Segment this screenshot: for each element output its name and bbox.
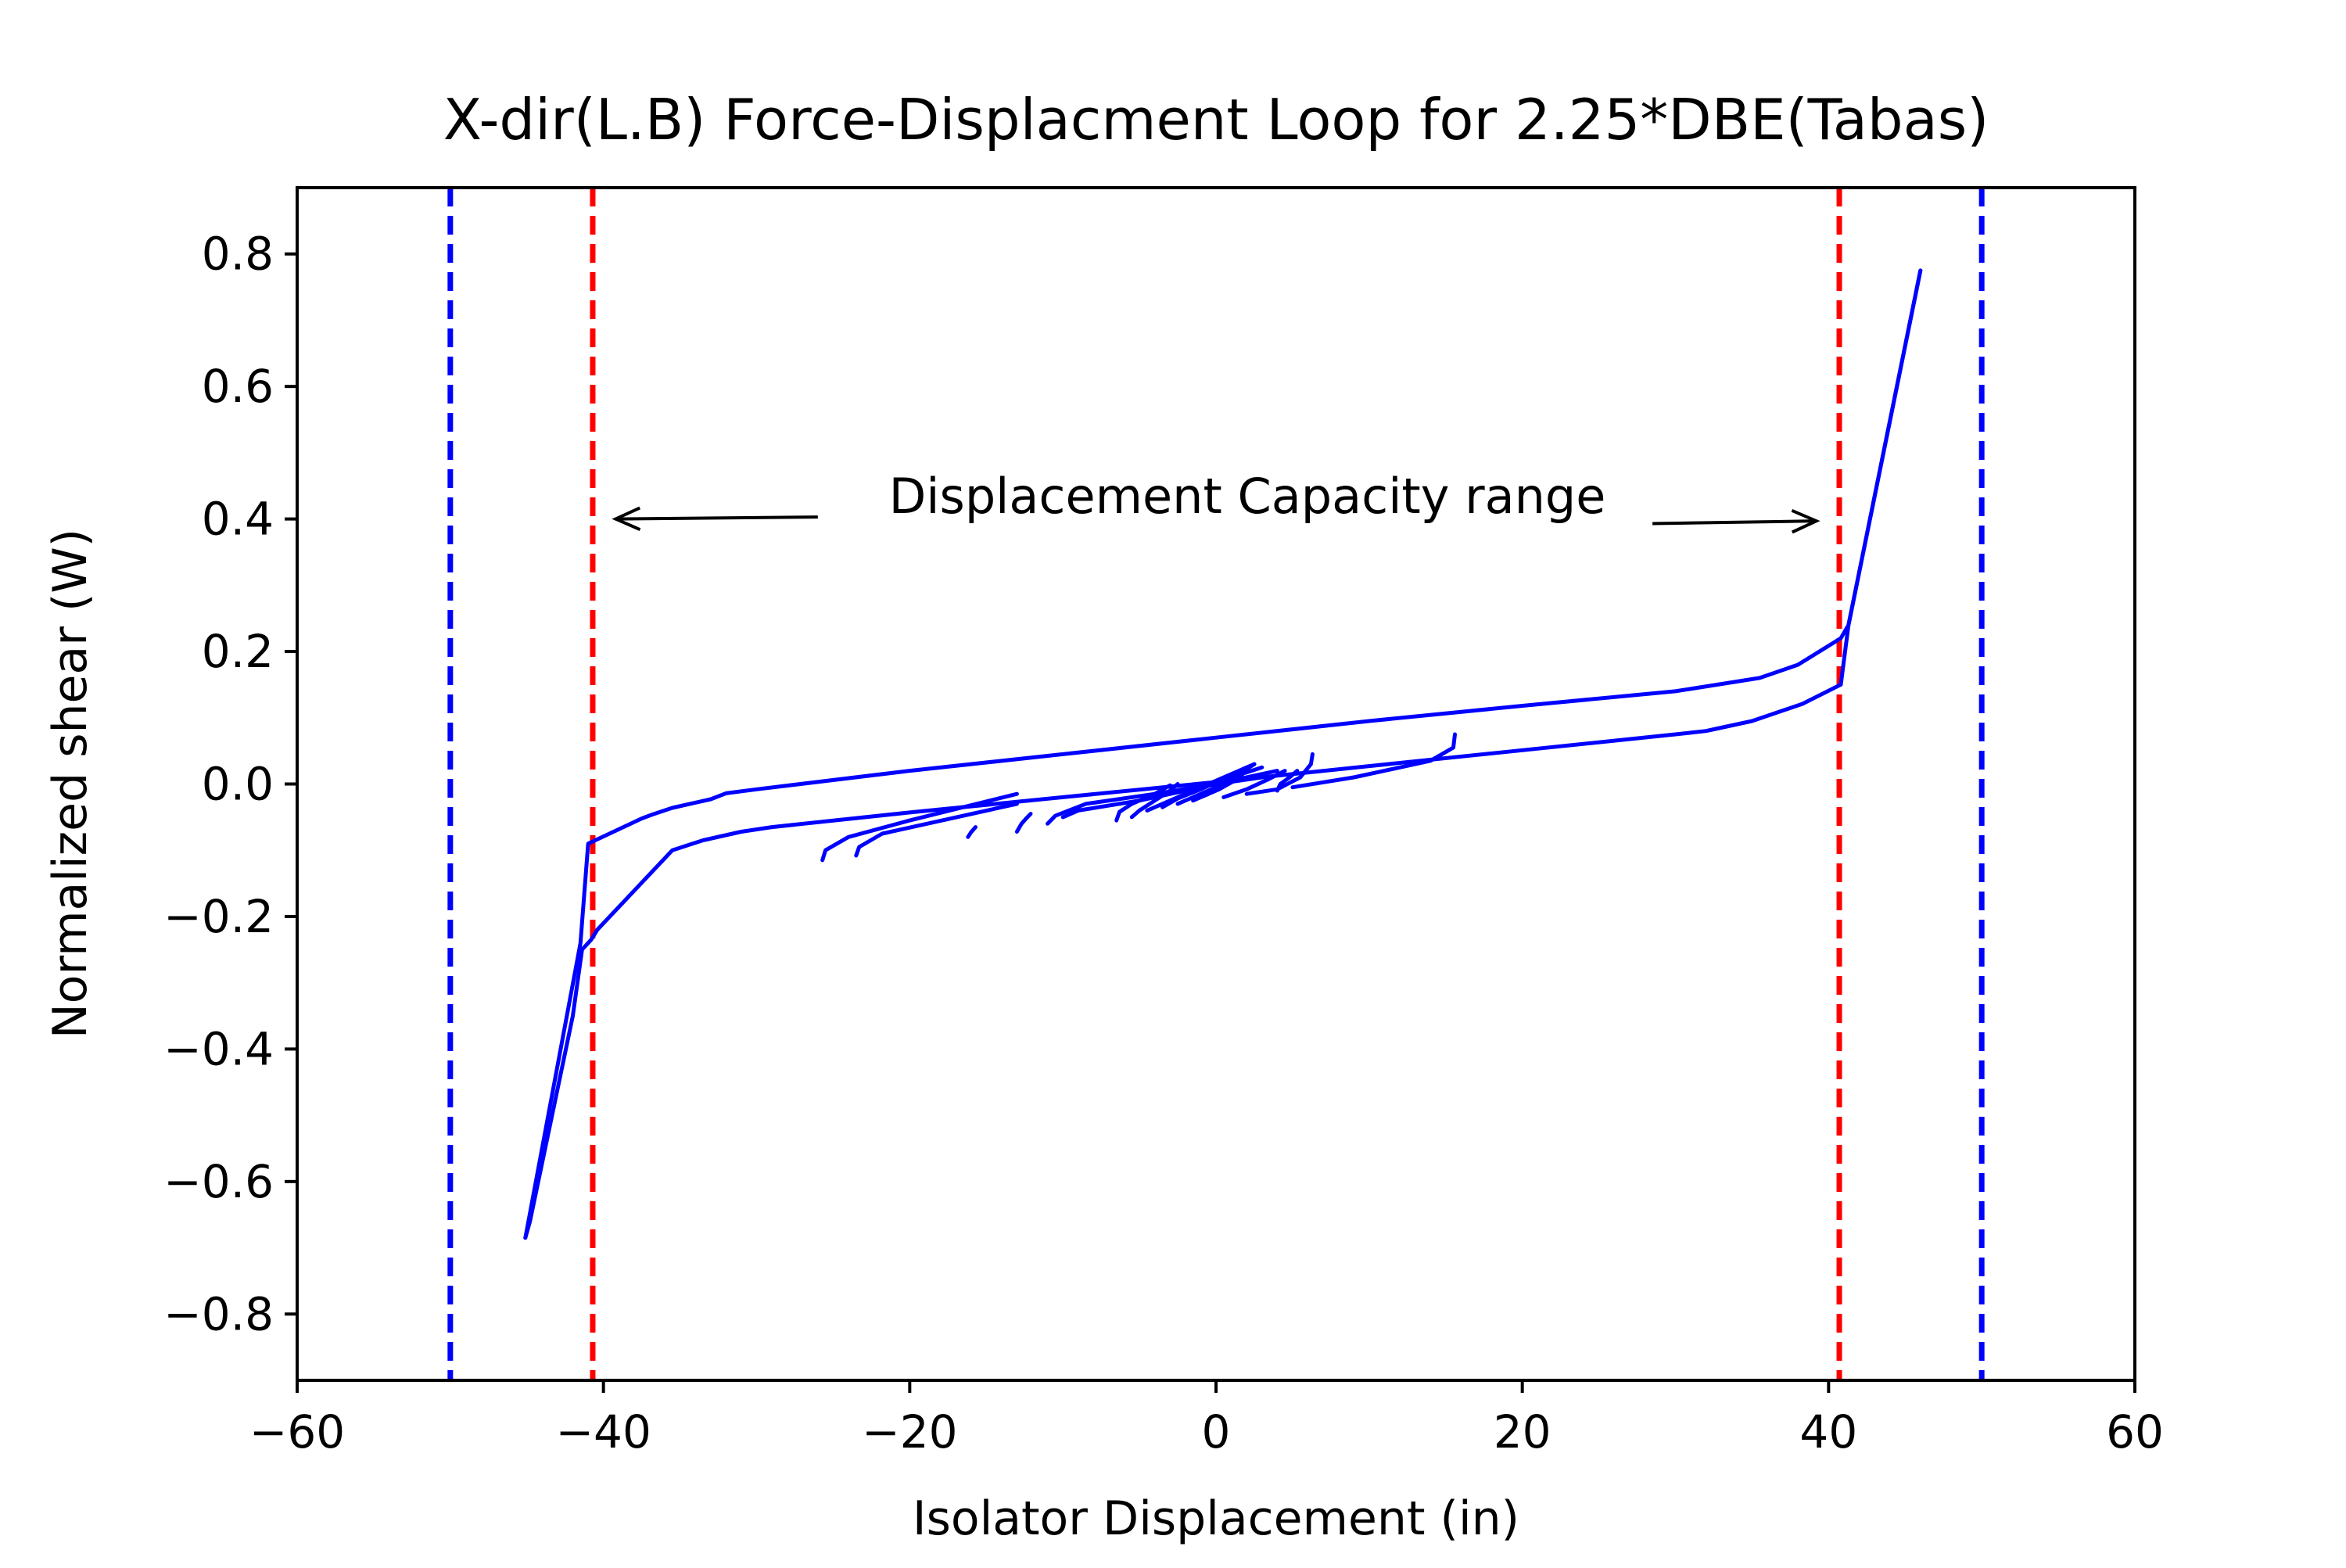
y-tick-label: −0.4 xyxy=(163,1022,274,1075)
loop-path-9 xyxy=(1129,782,1180,820)
loop-path-5 xyxy=(1014,812,1033,834)
annotation-text: Displacement Capacity range xyxy=(889,468,1606,525)
loop-path-18 xyxy=(1290,732,1457,790)
y-axis-label: Normalized shear (W) xyxy=(43,529,98,1039)
loop-path-8 xyxy=(1114,783,1172,823)
annotation-layer: Displacement Capacity range xyxy=(612,468,1820,534)
annotation-arrow-right-head xyxy=(1791,508,1820,534)
x-tick-label: 60 xyxy=(2106,1405,2164,1459)
annotation-arrow-left-shaft xyxy=(615,515,818,521)
x-tick-label: 40 xyxy=(1799,1405,1857,1459)
x-axis-label: Isolator Displacement (in) xyxy=(913,1491,1519,1546)
y-tick-label: 0.6 xyxy=(202,360,274,413)
y-tick-label: 0.0 xyxy=(202,758,274,811)
reference-lines xyxy=(447,188,1985,1380)
loop-path-14 xyxy=(1201,769,1249,798)
loop-path-3 xyxy=(854,802,1019,858)
loop-path-0 xyxy=(523,268,1923,1240)
loop-path-15 xyxy=(1221,769,1287,799)
y-tick-label: 0.8 xyxy=(202,228,274,281)
chart-title: X-dir(L.B) Force-Displacment Loop for 2.… xyxy=(443,87,1989,152)
x-tick-label: −60 xyxy=(249,1405,345,1459)
loop-path-4 xyxy=(966,825,978,839)
y-tick-label: 0.2 xyxy=(202,625,274,678)
y-tick-label: −0.6 xyxy=(163,1155,274,1208)
loop-path-2 xyxy=(820,791,1019,863)
x-tick-label: −40 xyxy=(555,1405,651,1459)
annotation-arrow-left-head xyxy=(612,506,641,532)
y-tick-label: −0.2 xyxy=(163,890,274,943)
x-tick-label: 0 xyxy=(1202,1405,1231,1459)
y-tick-label: 0.4 xyxy=(202,493,274,546)
x-tick-label: 20 xyxy=(1494,1405,1551,1459)
x-axis-ticks: −60 −40 −20 0 20 40 60 xyxy=(249,1380,2164,1459)
data-series xyxy=(523,268,1923,1240)
loop-path-1 xyxy=(523,268,1923,1240)
loop-path-17 xyxy=(1244,752,1315,796)
y-tick-label: −0.8 xyxy=(163,1287,274,1340)
annotation-arrow-right-shaft xyxy=(1652,519,1817,526)
x-tick-label: −20 xyxy=(862,1405,957,1459)
y-axis-ticks: 0.8 0.6 0.4 0.2 0.0 −0.2 −0.4 −0.6 −0.8 xyxy=(163,228,297,1340)
loop-path-11 xyxy=(1160,765,1249,809)
